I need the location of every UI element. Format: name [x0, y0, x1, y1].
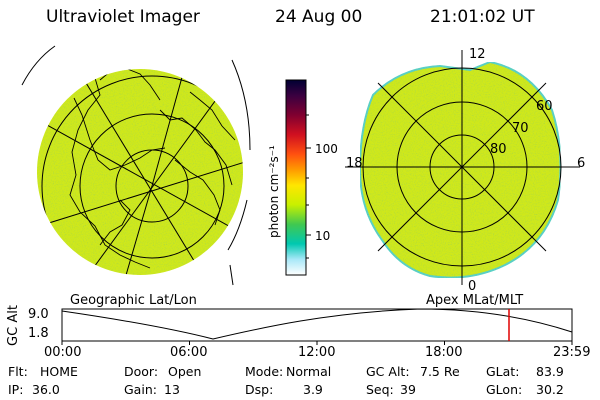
time-label: 21:01:02 UT [430, 7, 535, 27]
seq-label: Seq: [366, 382, 394, 397]
mode-label: Mode: [245, 364, 284, 379]
glon-value: 30.2 [536, 382, 564, 397]
altitude-ytick-bottom: 1.8 [28, 326, 49, 341]
mlt-label-12: 12 [469, 47, 486, 62]
colorbar-scale [285, 79, 307, 276]
gain-label: Gain: [124, 382, 157, 397]
mlt-label-6: 6 [577, 156, 585, 171]
xtick-0600: 06:00 [170, 345, 208, 360]
colorbar-label-10: 10 [315, 229, 330, 243]
gcalt-value: 7.5 Re [420, 364, 460, 379]
mode-value: Normal [286, 364, 332, 379]
dsp-label: Dsp: [245, 382, 274, 397]
glon-label: GLon: [486, 382, 523, 397]
ip-label: IP: [8, 382, 24, 397]
right-image-region [358, 60, 562, 279]
mlat-mlt-grid [345, 50, 580, 285]
seq-value: 39 [400, 382, 416, 397]
coastline-outlines [67, 69, 236, 269]
xtick-0000: 00:00 [44, 345, 82, 360]
door-value: Open [168, 364, 202, 379]
ip-value: 36.0 [32, 382, 60, 397]
colorbar-unit-label: photon cm⁻²s⁻¹ [267, 145, 281, 238]
colorbar: 100 10 photon cm⁻²s⁻¹ [267, 79, 338, 276]
mlat-label-60: 60 [536, 99, 553, 114]
altitude-ylabel: GC Alt [5, 305, 21, 346]
altitude-ytick-top: 9.0 [28, 307, 49, 322]
app-title: Ultraviolet Imager [46, 7, 200, 27]
xtick-1200: 12:00 [298, 345, 336, 360]
altitude-plot [61, 308, 573, 345]
door-label: Door: [124, 364, 159, 379]
flt-label: Flt: [8, 364, 28, 379]
mlt-label-0: 0 [468, 279, 476, 294]
xtick-1800: 18:00 [425, 345, 463, 360]
glat-value: 83.9 [536, 364, 564, 379]
gcalt-label: GC Alt: [366, 364, 410, 379]
mlat-label-80: 80 [490, 142, 507, 157]
right-panel-caption: Apex MLat/MLT [426, 293, 524, 308]
left-panel-caption: Geographic Lat/Lon [70, 293, 197, 308]
colorbar-label-100: 100 [315, 142, 338, 156]
dsp-value: 3.9 [303, 382, 323, 397]
glat-label: GLat: [486, 364, 520, 379]
outer-grid-arcs [21, 45, 251, 286]
mlt-label-18: 18 [346, 156, 363, 171]
mlat-label-70: 70 [512, 121, 529, 136]
xtick-2359: 23:59 [553, 345, 591, 360]
gain-value: 13 [164, 382, 180, 397]
magnetic-image: 12 18 6 0 60 70 80 [345, 47, 585, 294]
date-label: 24 Aug 00 [275, 7, 363, 27]
altitude-curve [61, 308, 573, 340]
geographic-image [21, 45, 251, 286]
flt-value: HOME [40, 364, 78, 379]
